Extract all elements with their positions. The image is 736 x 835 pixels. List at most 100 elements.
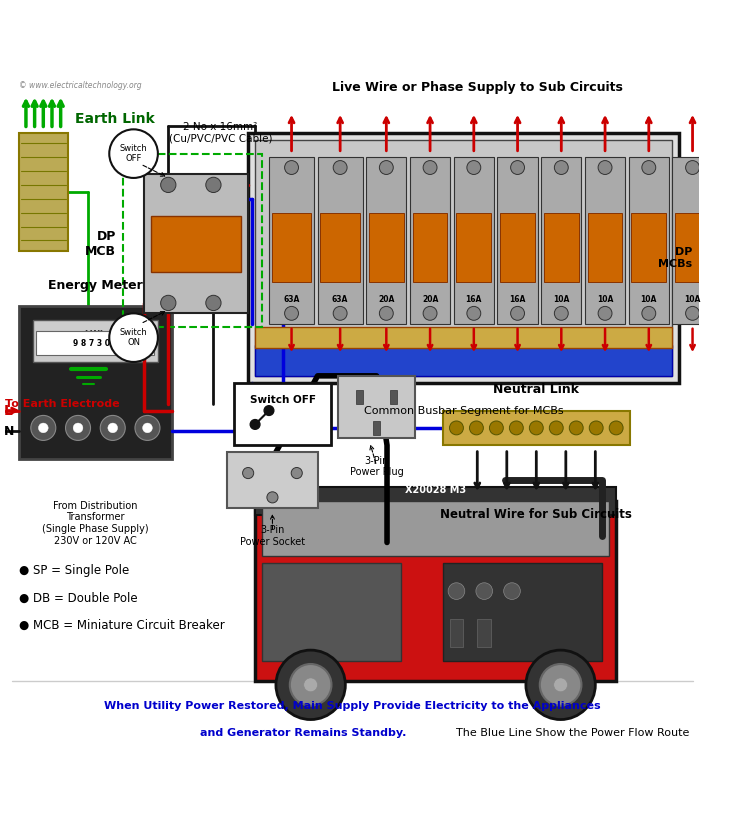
Text: The Blue Line Show the Power Flow Route: The Blue Line Show the Power Flow Route xyxy=(456,728,690,738)
Circle shape xyxy=(569,421,583,435)
Text: Neutral Wire for Sub Circuits: Neutral Wire for Sub Circuits xyxy=(440,509,632,521)
Text: 20A: 20A xyxy=(422,295,438,304)
FancyBboxPatch shape xyxy=(262,564,401,660)
Circle shape xyxy=(470,421,484,435)
FancyBboxPatch shape xyxy=(255,345,672,376)
Text: kWh: kWh xyxy=(84,330,107,339)
Text: 20A: 20A xyxy=(378,295,394,304)
Text: To Earth Electrode: To Earth Electrode xyxy=(5,398,120,408)
FancyBboxPatch shape xyxy=(500,213,535,282)
Circle shape xyxy=(100,416,125,440)
FancyBboxPatch shape xyxy=(587,213,623,282)
Text: Switch
ON: Switch ON xyxy=(120,328,147,347)
Circle shape xyxy=(590,421,603,435)
Circle shape xyxy=(285,160,299,175)
FancyBboxPatch shape xyxy=(248,133,679,382)
FancyBboxPatch shape xyxy=(227,453,317,508)
Text: N: N xyxy=(4,425,14,438)
Circle shape xyxy=(206,177,221,193)
Text: L: L xyxy=(4,403,13,418)
Circle shape xyxy=(66,416,91,440)
FancyBboxPatch shape xyxy=(391,390,397,403)
Circle shape xyxy=(206,296,221,311)
Text: 63A: 63A xyxy=(283,295,300,304)
Text: © www.electricaltechnology.org: © www.electricaltechnology.org xyxy=(19,81,141,89)
Text: 10A: 10A xyxy=(684,295,701,304)
Circle shape xyxy=(38,423,48,433)
FancyBboxPatch shape xyxy=(269,157,314,324)
Circle shape xyxy=(143,423,152,433)
Circle shape xyxy=(489,421,503,435)
FancyBboxPatch shape xyxy=(339,376,415,438)
Circle shape xyxy=(554,160,568,175)
Circle shape xyxy=(109,129,158,178)
Circle shape xyxy=(526,650,595,720)
Circle shape xyxy=(448,583,465,600)
Circle shape xyxy=(511,306,525,321)
FancyBboxPatch shape xyxy=(36,331,155,355)
FancyBboxPatch shape xyxy=(234,382,331,445)
FancyBboxPatch shape xyxy=(255,487,616,514)
FancyBboxPatch shape xyxy=(262,501,609,556)
Circle shape xyxy=(554,306,568,321)
Text: When Utility Power Restored, Main Supply Provide Electricity to the Appliances: When Utility Power Restored, Main Supply… xyxy=(104,701,601,711)
FancyBboxPatch shape xyxy=(355,390,363,403)
FancyBboxPatch shape xyxy=(255,327,672,348)
FancyBboxPatch shape xyxy=(498,157,538,324)
Circle shape xyxy=(290,664,331,706)
FancyBboxPatch shape xyxy=(367,157,406,324)
Text: 10A: 10A xyxy=(597,295,613,304)
Circle shape xyxy=(539,664,581,706)
Text: Switch OFF: Switch OFF xyxy=(250,395,316,405)
Circle shape xyxy=(467,306,481,321)
FancyBboxPatch shape xyxy=(442,564,602,660)
Circle shape xyxy=(549,421,563,435)
FancyBboxPatch shape xyxy=(317,157,363,324)
Circle shape xyxy=(135,416,160,440)
Circle shape xyxy=(109,313,158,362)
FancyBboxPatch shape xyxy=(413,213,447,282)
FancyBboxPatch shape xyxy=(255,139,672,376)
Text: Earth Link: Earth Link xyxy=(74,112,155,126)
Text: X20028 M3: X20028 M3 xyxy=(405,485,466,495)
Circle shape xyxy=(598,160,612,175)
Circle shape xyxy=(333,160,347,175)
FancyBboxPatch shape xyxy=(453,157,494,324)
Circle shape xyxy=(304,678,317,691)
Circle shape xyxy=(598,306,612,321)
Circle shape xyxy=(476,583,492,600)
FancyBboxPatch shape xyxy=(675,213,710,282)
Circle shape xyxy=(609,421,623,435)
Circle shape xyxy=(243,468,254,478)
Text: ● DB = Double Pole: ● DB = Double Pole xyxy=(19,591,138,605)
Circle shape xyxy=(423,160,437,175)
Circle shape xyxy=(529,421,543,435)
Text: 3-Pin
Power Plug: 3-Pin Power Plug xyxy=(350,456,403,478)
Text: 16A: 16A xyxy=(466,295,482,304)
Circle shape xyxy=(160,296,176,311)
Text: 10A: 10A xyxy=(553,295,570,304)
Circle shape xyxy=(379,160,393,175)
Circle shape xyxy=(333,306,347,321)
Text: Energy Meter: Energy Meter xyxy=(48,279,143,292)
FancyBboxPatch shape xyxy=(456,213,491,282)
Circle shape xyxy=(467,160,481,175)
Text: and Generator Remains Standby.: and Generator Remains Standby. xyxy=(199,728,406,738)
Circle shape xyxy=(160,177,176,193)
Circle shape xyxy=(686,306,699,321)
Circle shape xyxy=(108,423,118,433)
Circle shape xyxy=(686,160,699,175)
Circle shape xyxy=(423,306,437,321)
Circle shape xyxy=(553,678,567,691)
Circle shape xyxy=(379,306,393,321)
FancyBboxPatch shape xyxy=(442,411,630,445)
Text: From Distribution
Transformer
(Single Phase Supply)
230V or 120V AC: From Distribution Transformer (Single Ph… xyxy=(42,501,149,545)
FancyBboxPatch shape xyxy=(585,157,625,324)
FancyBboxPatch shape xyxy=(19,306,171,459)
Text: Common Busbar Segment for MCBs: Common Busbar Segment for MCBs xyxy=(364,406,563,416)
FancyBboxPatch shape xyxy=(369,213,403,282)
Text: 3-Pin
Power Socket: 3-Pin Power Socket xyxy=(240,525,305,547)
Text: DP
MCBs: DP MCBs xyxy=(659,247,693,269)
Circle shape xyxy=(285,306,299,321)
Circle shape xyxy=(503,583,520,600)
